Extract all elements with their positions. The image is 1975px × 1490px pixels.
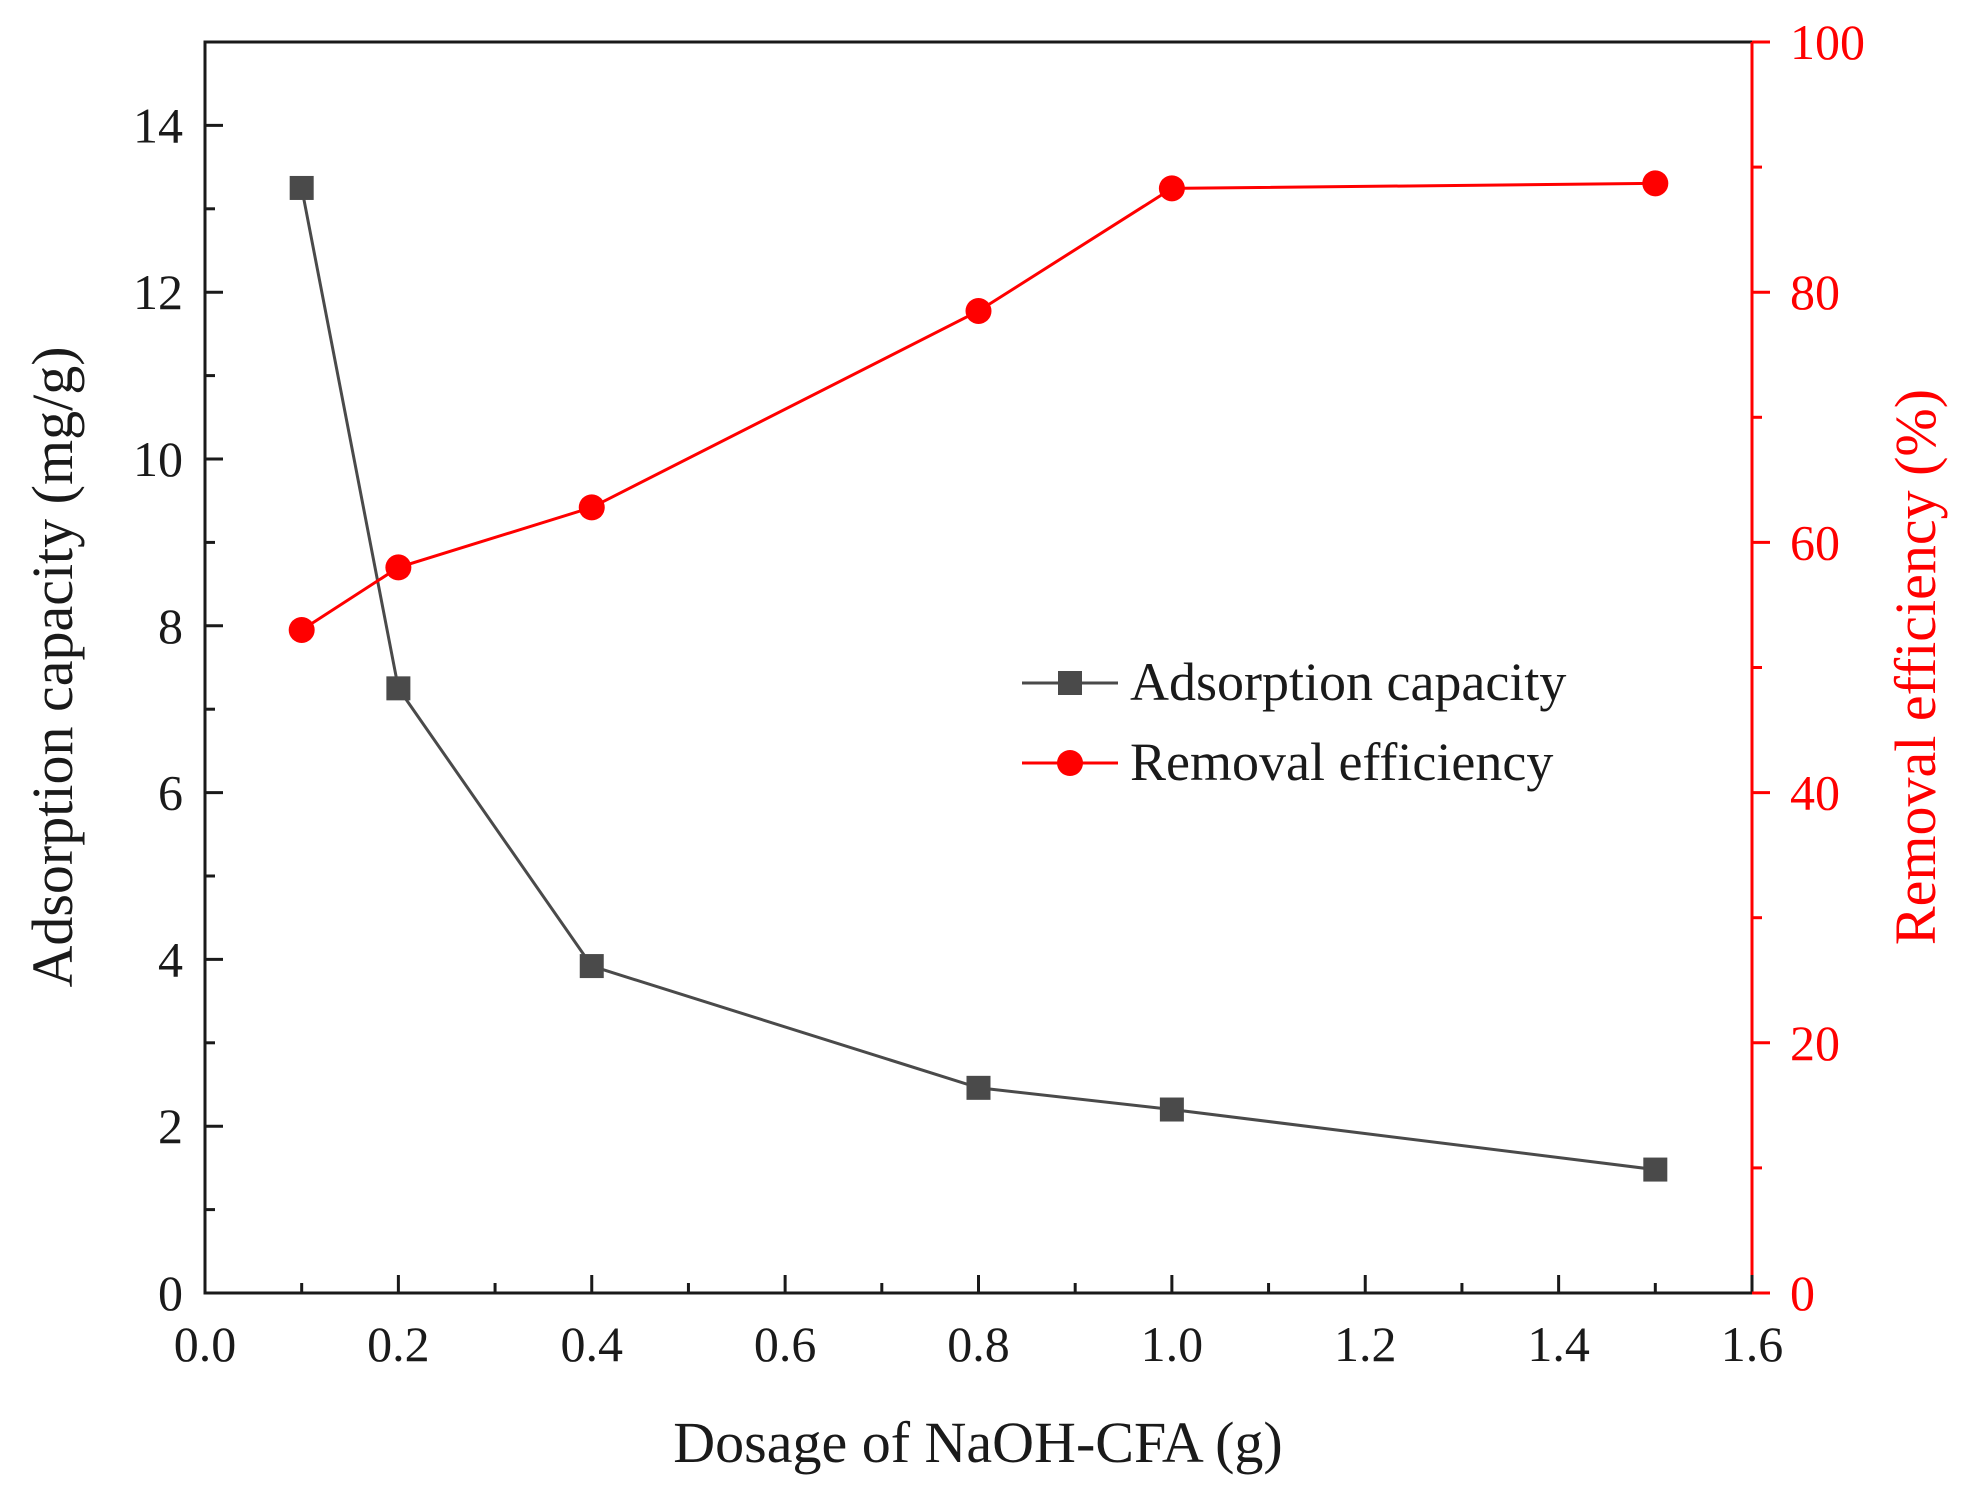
y2-tick-label: 60 — [1790, 514, 1840, 570]
y-tick-label: 6 — [158, 765, 183, 821]
data-point-square — [289, 175, 314, 200]
y-tick-label: 8 — [158, 598, 183, 654]
data-point-square — [386, 676, 411, 701]
legend-label-adsorption: Adsorption capacity — [1130, 652, 1566, 712]
y2-tick-label: 20 — [1790, 1015, 1840, 1071]
y-tick-label: 10 — [133, 431, 183, 487]
y2-tick-label: 40 — [1790, 765, 1840, 821]
y-tick-label: 4 — [158, 931, 183, 987]
series-line-1 — [300, 181, 1656, 632]
y-axis-ticks: 0 2 4 6 8 10 12 14 — [133, 97, 223, 1321]
legend-label-removal: Removal efficiency — [1130, 732, 1553, 792]
x-tick-label: 0.6 — [754, 1316, 817, 1372]
x-tick-label: 1.0 — [1141, 1316, 1204, 1372]
x-axis-ticks: 0.0 0.2 0.4 0.6 0.8 1.0 1.2 1.4 1.6 — [174, 1275, 1784, 1372]
series-line-0 — [300, 187, 1656, 1172]
x-tick-label: 1.4 — [1527, 1316, 1590, 1372]
series-layer — [288, 170, 1669, 1182]
data-point-circle — [385, 554, 412, 581]
data-point-square — [966, 1075, 991, 1100]
y-tick-label: 12 — [133, 264, 183, 320]
y-axis-title: Adsorption capacity (mg/g) — [20, 346, 85, 987]
legend-marker-removal — [1057, 750, 1083, 776]
data-point-square — [579, 954, 604, 979]
legend-marker-adsorption — [1058, 671, 1082, 695]
x-tick-label: 0.2 — [367, 1316, 430, 1372]
data-point-circle — [288, 616, 315, 643]
data-point-square — [1643, 1157, 1668, 1182]
data-point-circle — [965, 297, 992, 324]
x-axis-title: Dosage of NaOH-CFA (g) — [673, 1410, 1282, 1475]
y2-tick-label: 80 — [1790, 264, 1840, 320]
data-point-circle — [1158, 175, 1185, 202]
y-tick-label: 2 — [158, 1098, 183, 1154]
x-tick-label: 0.4 — [561, 1316, 624, 1372]
x-tick-label: 1.6 — [1721, 1316, 1784, 1372]
data-point-circle — [1642, 170, 1669, 197]
x-tick-label: 0.0 — [174, 1316, 237, 1372]
y-tick-label: 14 — [133, 97, 183, 153]
y2-axis-ticks: 0 20 40 60 80 100 — [1752, 14, 1865, 1321]
data-point-square — [1159, 1097, 1184, 1122]
y2-tick-label: 0 — [1790, 1265, 1815, 1321]
y2-tick-label: 100 — [1790, 14, 1865, 70]
data-point-circle — [578, 494, 605, 521]
y-tick-label: 0 — [158, 1265, 183, 1321]
x-tick-label: 0.8 — [947, 1316, 1010, 1372]
y2-axis-title: Removal efficiency (%) — [1883, 389, 1948, 945]
x-tick-label: 1.2 — [1334, 1316, 1397, 1372]
legend: Adsorption capacity Removal efficiency — [1022, 652, 1566, 792]
